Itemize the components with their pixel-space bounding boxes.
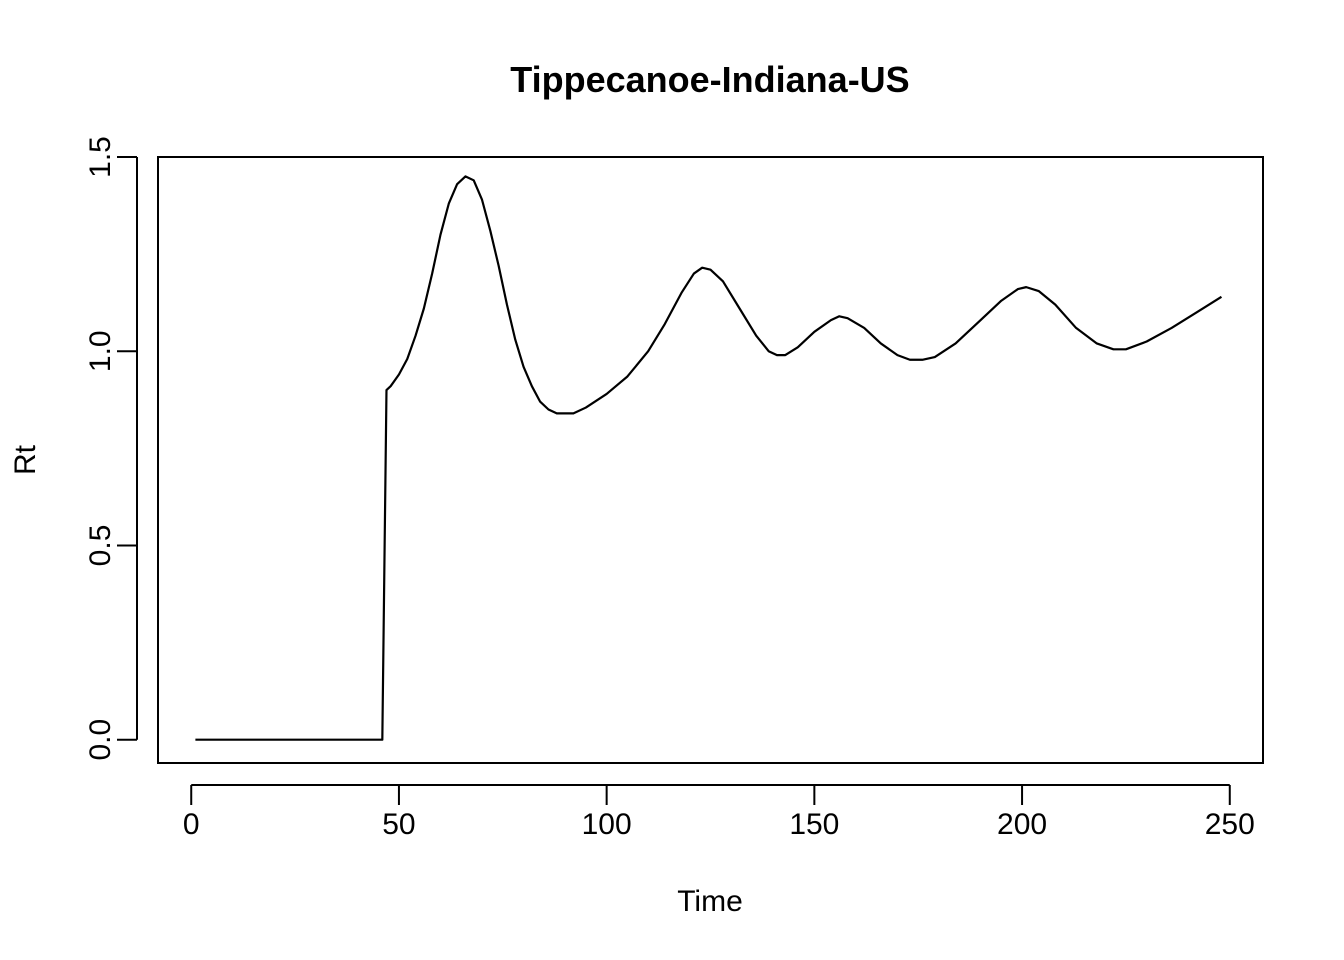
series-line: [195, 175, 1223, 741]
x-tick-label: 250: [1205, 808, 1255, 841]
x-tick-label: 0: [183, 808, 200, 841]
series-group: [195, 175, 1223, 741]
y-tick-label: 0.5: [84, 525, 117, 567]
x-axis: 0 50 100 150 200 250: [183, 784, 1255, 841]
plot-frame: [157, 156, 1264, 764]
x-axis-label: Time: [677, 885, 743, 918]
y-tick-label: 1.0: [84, 330, 117, 372]
x-tick-label: 50: [382, 808, 415, 841]
y-tick-label: 0.0: [84, 719, 117, 761]
y-axis-label: Rt: [9, 444, 42, 475]
x-tick-label: 150: [789, 808, 839, 841]
x-tick-label: 200: [997, 808, 1047, 841]
y-axis: 0.0 0.5 1.0 1.5: [84, 136, 138, 761]
chart-title: Tippecanoe-Indiana-US: [510, 59, 909, 100]
y-tick-label: 1.5: [84, 136, 117, 178]
x-tick-label: 100: [582, 808, 632, 841]
